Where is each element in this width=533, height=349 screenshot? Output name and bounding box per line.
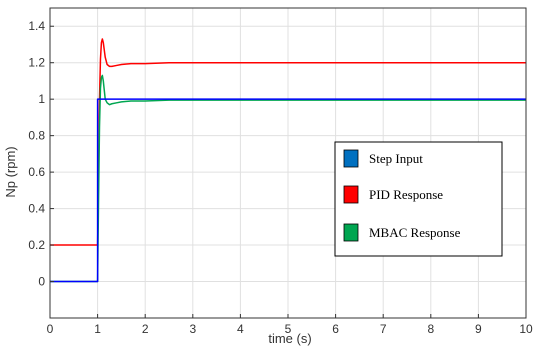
legend-label-mbac-response: MBAC Response (369, 225, 461, 240)
x-tick-label: 0 (47, 322, 54, 336)
legend-label-pid-response: PID Response (369, 187, 443, 202)
x-tick-label: 4 (237, 322, 244, 336)
legend-label-step-input: Step Input (369, 151, 423, 166)
y-tick-label: 0 (38, 275, 45, 289)
x-tick-label: 8 (427, 322, 434, 336)
x-tick-label: 5 (285, 322, 292, 336)
x-axis-label: time (s) (268, 331, 311, 346)
y-axis-label: Np (rpm) (3, 146, 18, 197)
legend-swatch-mbac-response (343, 223, 359, 242)
y-tick-label: 1.4 (28, 19, 45, 33)
x-tick-label: 2 (142, 322, 149, 336)
x-tick-label: 6 (332, 322, 339, 336)
legend-item-step-input: Step Input (343, 149, 423, 168)
x-tick-label: 3 (189, 322, 196, 336)
legend-swatch-pid-response (343, 185, 359, 204)
legend: Step Input PID Response MBAC Response (334, 141, 503, 257)
y-tick-label: 1 (38, 92, 45, 106)
legend-item-mbac-response: MBAC Response (343, 223, 461, 242)
x-tick-label: 1 (94, 322, 101, 336)
x-tick-label: 10 (519, 322, 533, 336)
series-line-mbac-response (50, 74, 526, 283)
y-tick-label: 0.6 (28, 165, 45, 179)
y-tick-label: 1.2 (28, 56, 45, 70)
series-group (50, 38, 526, 283)
y-tick-label: 0.4 (28, 202, 45, 216)
y-tick-label: 0.8 (28, 129, 45, 143)
legend-box (334, 141, 503, 257)
x-tick-label: 7 (380, 322, 387, 336)
legend-swatch-step-input (343, 149, 359, 168)
y-axis-ticks: 0 0.2 0.4 0.6 0.8 1 1.2 1.4 (28, 19, 54, 289)
legend-item-pid-response: PID Response (343, 185, 443, 204)
x-tick-label: 9 (475, 322, 482, 336)
y-tick-label: 0.2 (28, 238, 45, 252)
x-axis-ticks: 0 1 2 3 4 5 6 7 8 9 10 (47, 314, 533, 336)
series-line-step-input (50, 98, 526, 283)
